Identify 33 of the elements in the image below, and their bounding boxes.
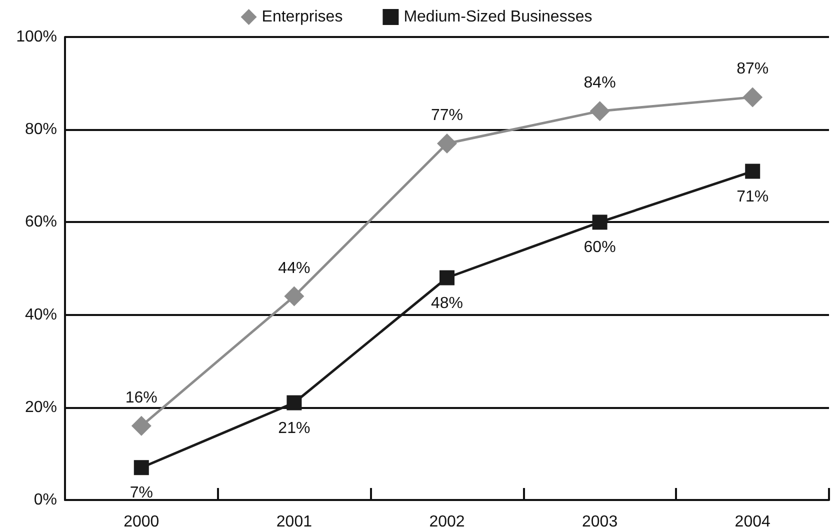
point [131,416,152,436]
data-label: 87% [736,60,769,78]
point [745,164,760,179]
x-tick-label: 2002 [429,514,465,530]
data-label: 77% [430,106,464,124]
data-label: 21% [278,420,310,437]
point [590,101,610,122]
data-label: 48% [430,294,464,312]
legend-label: Medium-Sized Businesses [404,8,592,26]
x-tick-label: 2004 [734,514,770,530]
x-tick-label: 2001 [276,514,312,530]
point [437,133,457,154]
y-tick-label: 20% [24,398,57,416]
y-tick-label: 60% [24,214,57,231]
point [440,270,454,286]
x-tick-label: 2003 [582,514,618,530]
y-tick-label: 100% [16,28,57,46]
y-tick-label: 40% [24,306,57,324]
point [284,286,304,306]
data-label: 60% [584,239,616,256]
point [286,395,302,410]
data-label: 16% [125,389,158,406]
point [592,214,608,230]
point [742,87,763,108]
data-label: 44% [278,260,310,277]
data-label: 84% [584,74,616,92]
data-label: 7% [130,484,153,502]
legend-label: Enterprises [262,8,343,26]
point [134,460,149,476]
x-tick-label: 2000 [124,514,160,530]
y-tick-label: 80% [24,121,57,138]
y-tick-label: 0% [34,492,57,508]
data-label: 71% [736,188,769,206]
